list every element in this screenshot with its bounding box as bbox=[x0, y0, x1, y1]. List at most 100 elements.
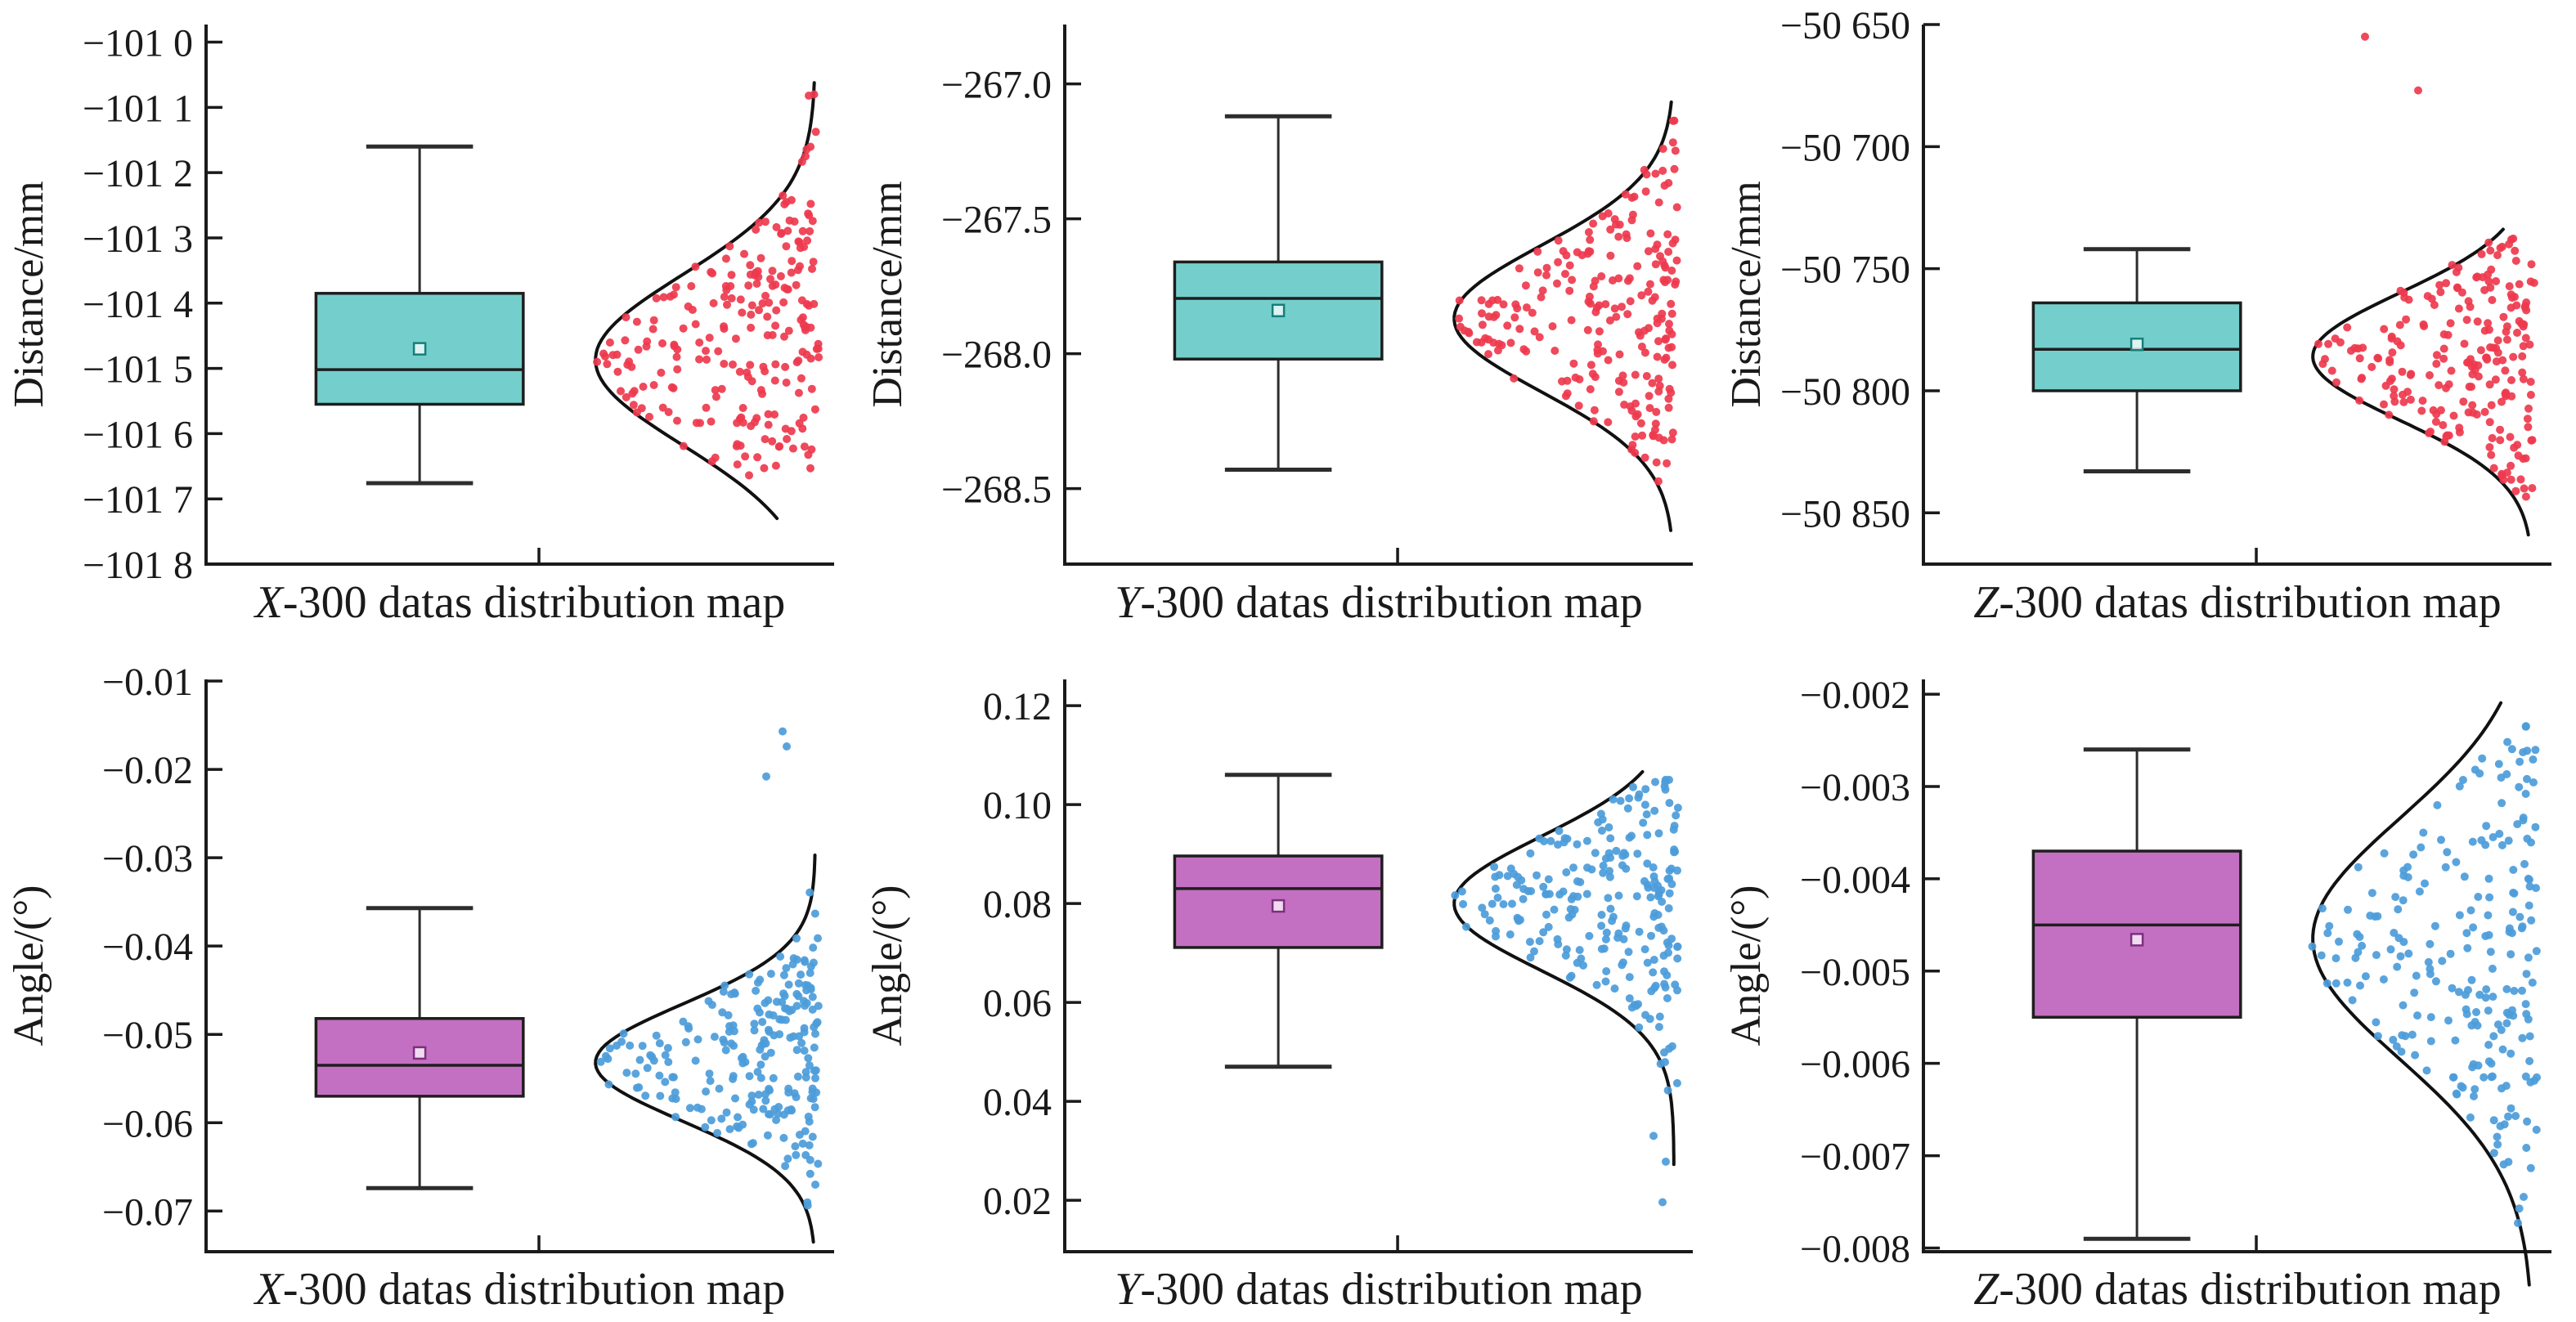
scatter-dot bbox=[1640, 348, 1649, 357]
box-plot bbox=[2031, 247, 2242, 474]
y-tick-label: −0.04 bbox=[102, 925, 193, 969]
scatter-dot bbox=[1635, 328, 1643, 337]
scatter-dot bbox=[2504, 1112, 2512, 1121]
scatter-dot bbox=[2519, 374, 2528, 383]
scatter-dot bbox=[792, 1002, 801, 1011]
scatter-dot bbox=[2358, 941, 2367, 950]
scatter-dot bbox=[1623, 804, 1632, 813]
scatter-dot bbox=[2526, 378, 2535, 386]
scatter-dot bbox=[1554, 940, 1563, 948]
scatter-dot bbox=[2331, 954, 2340, 963]
scatter-dot bbox=[743, 373, 752, 381]
scatter-dot bbox=[804, 1112, 813, 1121]
scatter-dot bbox=[1591, 307, 1600, 316]
subplot-distance-x300: −101 0 −101 1 −101 2 −101 3 −101 4 −101 5 −101… bbox=[6, 22, 834, 628]
scatter-dot bbox=[2482, 822, 2491, 831]
scatter-dot bbox=[1614, 891, 1623, 900]
scatter-dot bbox=[1614, 388, 1623, 397]
scatter-dot bbox=[1609, 276, 1617, 285]
scatter-dot bbox=[2458, 776, 2467, 784]
scatter-dot bbox=[1671, 146, 1680, 155]
scatter-outlier-dot bbox=[1649, 1132, 1658, 1141]
scatter-dot bbox=[777, 230, 786, 238]
scatter-dot bbox=[741, 452, 750, 461]
scatter-dot bbox=[781, 424, 790, 433]
scatter-dot bbox=[2491, 375, 2500, 384]
scatter-dot bbox=[761, 1039, 770, 1048]
scatter-dot bbox=[756, 386, 765, 395]
scatter-dot bbox=[1606, 251, 1615, 260]
scatter-dot bbox=[1625, 833, 1634, 842]
scatter-dot bbox=[2390, 929, 2399, 937]
scatter-dot bbox=[1618, 302, 1627, 311]
scatter-dot bbox=[2324, 339, 2333, 348]
scatter-dot bbox=[803, 236, 812, 245]
scatter-dot bbox=[1656, 252, 1664, 261]
scatter-dot bbox=[1660, 181, 1669, 190]
scatter-dot bbox=[1530, 947, 1538, 956]
scatter-dot bbox=[810, 909, 819, 918]
scatter-dot bbox=[1631, 448, 1640, 457]
scatter-dot bbox=[720, 360, 729, 368]
scatter-dot bbox=[1616, 796, 1625, 805]
scatter-dot bbox=[1650, 909, 1659, 917]
scatter-dot bbox=[808, 1087, 817, 1096]
scatter-dot bbox=[2474, 372, 2483, 381]
scatter-dot bbox=[1664, 941, 1673, 950]
scatter-dot bbox=[2532, 884, 2540, 893]
scatter-dot bbox=[2505, 240, 2514, 249]
scatter-dot bbox=[804, 1054, 813, 1063]
scatter-dot bbox=[1625, 973, 1634, 982]
scatter-dot bbox=[709, 298, 718, 307]
scatter-dot bbox=[1490, 863, 1499, 872]
scatter-dot bbox=[1671, 980, 1680, 989]
scatter-dot bbox=[1629, 782, 1637, 791]
scatter-dot bbox=[702, 347, 710, 356]
scatter-dot bbox=[747, 301, 756, 310]
scatter-dot bbox=[1646, 229, 1655, 238]
axes: −0.002 −0.003 −0.004 −0.005 −0.006 −0.007 −0.0… bbox=[1800, 674, 2551, 1270]
scatter-dot bbox=[2510, 889, 2519, 898]
scatter-dot bbox=[795, 419, 804, 428]
scatter-dot bbox=[1457, 887, 1466, 896]
scatter-dot bbox=[768, 330, 777, 339]
scatter-dot bbox=[2466, 1113, 2475, 1122]
scatter-dot bbox=[1667, 309, 1676, 318]
scatter-dot bbox=[2468, 837, 2477, 846]
scatter-dot bbox=[631, 1069, 640, 1078]
scatter-dot bbox=[2508, 907, 2517, 916]
scatter-dot bbox=[1620, 401, 1629, 409]
scatter-dot bbox=[692, 419, 701, 428]
y-tick-label: −0.03 bbox=[102, 837, 193, 881]
scatter-dot bbox=[695, 355, 703, 364]
scatter-dot bbox=[1667, 435, 1676, 444]
scatter-dot bbox=[1645, 324, 1653, 333]
scatter-dot bbox=[800, 956, 809, 965]
scatter-dot bbox=[2506, 432, 2515, 441]
scatter-dot bbox=[2496, 244, 2505, 253]
scatter-dot bbox=[2474, 893, 2483, 901]
scatter-dot bbox=[1631, 1002, 1640, 1011]
scatter-dot bbox=[2528, 978, 2537, 987]
axes: −101 0 −101 1 −101 2 −101 3 −101 4 −101 5 −101… bbox=[83, 22, 834, 587]
scatter-dot bbox=[1582, 890, 1591, 899]
scatter-dot bbox=[2529, 778, 2538, 786]
scatter-dot bbox=[776, 952, 785, 961]
scatter-dot bbox=[2472, 1008, 2480, 1016]
scatter-dot bbox=[679, 441, 688, 450]
y-tick-label: −0.004 bbox=[1800, 858, 1910, 902]
scatter-dot bbox=[2426, 965, 2435, 974]
scatter-dot bbox=[782, 242, 791, 251]
scatter-dot bbox=[792, 934, 801, 943]
scatter-dot bbox=[1614, 929, 1623, 938]
scatter-dot bbox=[2497, 773, 2506, 782]
scatter-dot bbox=[809, 958, 818, 967]
scatter-dot bbox=[717, 1114, 726, 1123]
box-plot bbox=[1173, 114, 1384, 472]
scatter-dot bbox=[2439, 421, 2448, 429]
scatter-dot bbox=[2514, 451, 2523, 460]
scatter-dot bbox=[1637, 291, 1646, 300]
scatter-dot bbox=[810, 1043, 819, 1052]
scatter-dot bbox=[673, 416, 681, 425]
scatter-dot bbox=[811, 128, 820, 137]
